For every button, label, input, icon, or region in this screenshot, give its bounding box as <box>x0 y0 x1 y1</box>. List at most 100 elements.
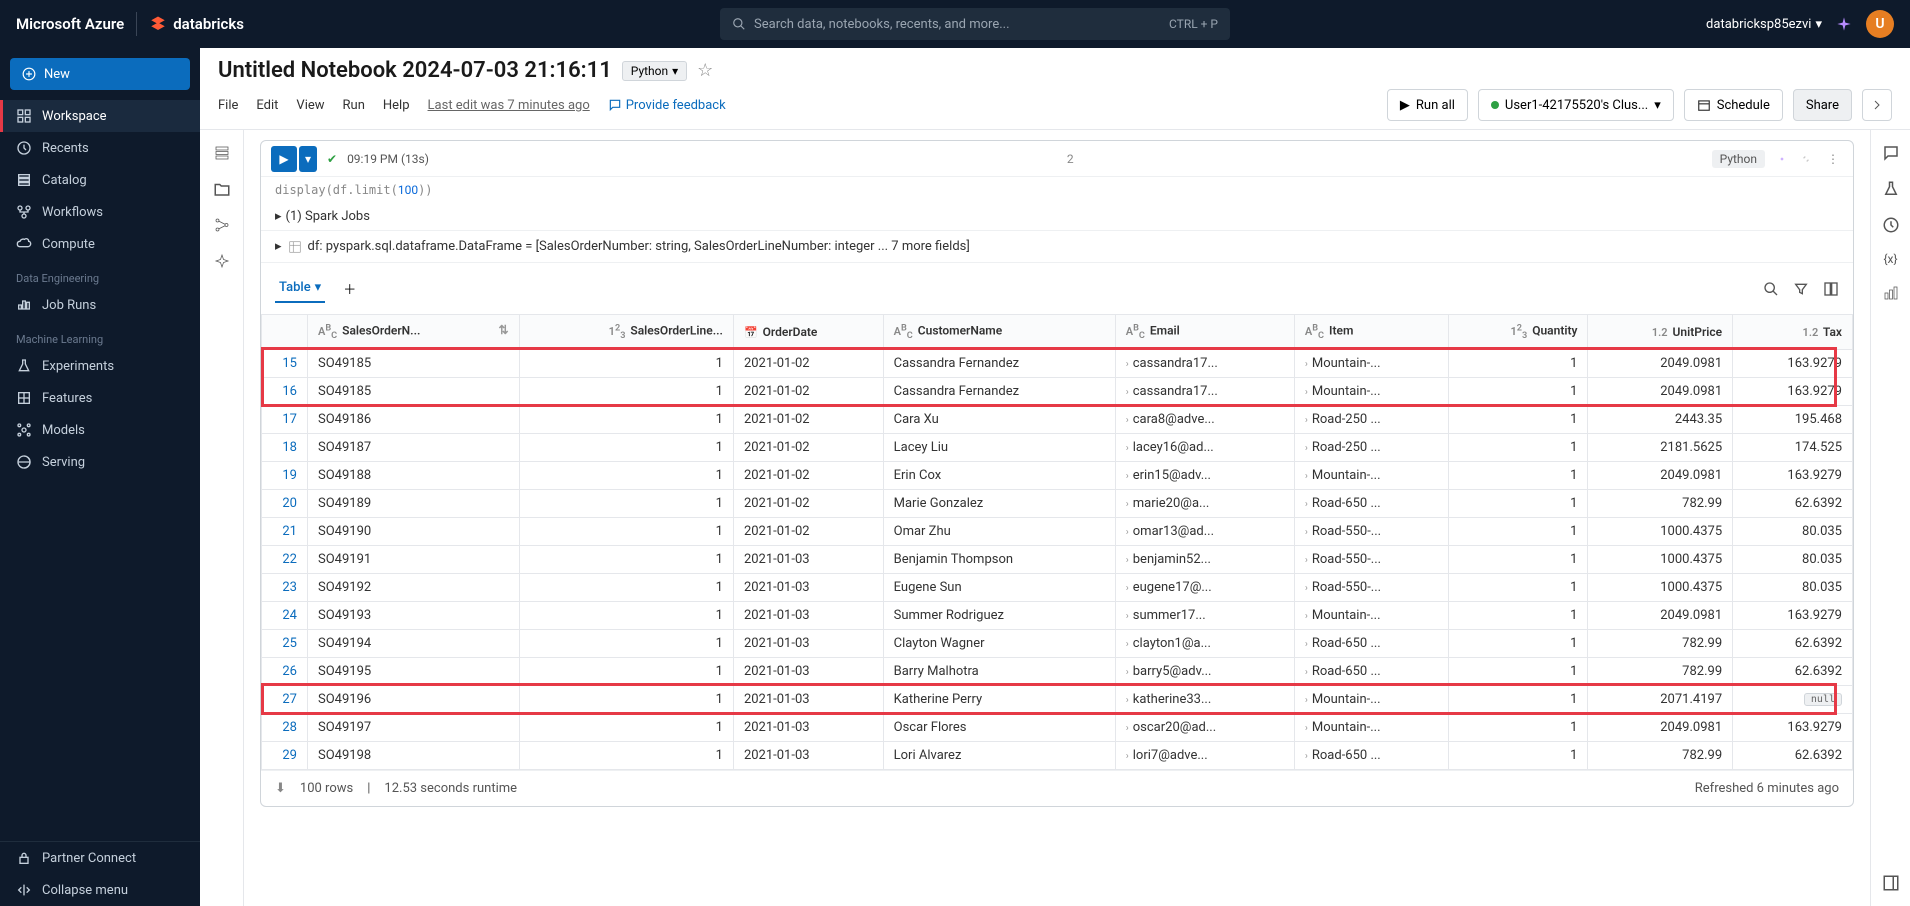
folder-icon[interactable] <box>213 180 231 198</box>
row-number: 18 <box>262 433 308 461</box>
column-header-qty[interactable]: 123 Quantity <box>1448 315 1588 350</box>
variable-icon[interactable]: {x} <box>1883 252 1897 266</box>
notebook-title[interactable]: Untitled Notebook 2024-07-03 21:16:11 <box>218 58 612 83</box>
sidebar-item-workspace[interactable]: Workspace <box>0 100 200 132</box>
panel-icon[interactable] <box>1882 874 1900 892</box>
menu-edit[interactable]: Edit <box>256 98 278 113</box>
new-button[interactable]: New <box>10 58 190 90</box>
cell-tax: 163.9279 <box>1733 601 1853 629</box>
column-header-email[interactable]: ABC Email <box>1115 315 1294 350</box>
table-row[interactable]: 29 SO49198 1 2021-01-03 Lori Alvarez ›lo… <box>262 741 1853 769</box>
serving-icon <box>16 454 32 470</box>
expand-button[interactable] <box>1862 89 1892 121</box>
column-header-date[interactable]: 📅 OrderDate <box>733 315 883 350</box>
spark-jobs-toggle[interactable]: ▸ (1) Spark Jobs <box>261 203 1853 230</box>
table-row[interactable]: 27 SO49196 1 2021-01-03 Katherine Perry … <box>262 685 1853 713</box>
cell-so: SO49186 <box>308 405 520 433</box>
columns-icon[interactable] <box>1823 281 1839 297</box>
search-input[interactable]: Search data, notebooks, recents, and mor… <box>720 8 1230 40</box>
user-menu[interactable]: databricksp85ezvi ▾ <box>1706 17 1822 32</box>
cluster-selector[interactable]: User1-42175520's Clus... ▾ <box>1478 89 1674 121</box>
column-header-cust[interactable]: ABC CustomerName <box>883 315 1115 350</box>
table-row[interactable]: 26 SO49195 1 2021-01-03 Barry Malhotra ›… <box>262 657 1853 685</box>
outline-icon[interactable] <box>213 144 231 162</box>
sidebar-item-experiments[interactable]: Experiments <box>0 350 200 382</box>
table-row[interactable]: 16 SO49185 1 2021-01-02 Cassandra Fernan… <box>262 377 1853 405</box>
sidebar-item-features[interactable]: Features <box>0 382 200 414</box>
column-header-row[interactable] <box>262 315 308 350</box>
search-icon[interactable] <box>1763 281 1779 297</box>
sidebar-item-recents[interactable]: Recents <box>0 132 200 164</box>
sparkle-icon[interactable] <box>1775 152 1789 166</box>
column-header-tax[interactable]: 1.2 Tax <box>1733 315 1853 350</box>
chart-icon[interactable] <box>1882 284 1900 302</box>
kebab-menu-icon[interactable]: ⋮ <box>1823 152 1843 166</box>
avatar[interactable]: U <box>1866 10 1894 38</box>
sparkle-icon[interactable] <box>213 252 231 270</box>
cell-price: 1000.4375 <box>1588 545 1733 573</box>
column-header-price[interactable]: 1.2 UnitPrice <box>1588 315 1733 350</box>
table-row[interactable]: 22 SO49191 1 2021-01-03 Benjamin Thompso… <box>262 545 1853 573</box>
cell-qty: 1 <box>1448 489 1588 517</box>
cell-email: ›cara8@adve... <box>1115 405 1294 433</box>
column-header-line[interactable]: 123 SalesOrderLine... <box>519 315 733 350</box>
table-row[interactable]: 28 SO49197 1 2021-01-03 Oscar Flores ›os… <box>262 713 1853 741</box>
table-row[interactable]: 25 SO49194 1 2021-01-03 Clayton Wagner ›… <box>262 629 1853 657</box>
comment-icon[interactable] <box>1882 144 1900 162</box>
table-row[interactable]: 20 SO49189 1 2021-01-02 Marie Gonzalez ›… <box>262 489 1853 517</box>
menu-file[interactable]: File <box>218 98 238 113</box>
cell-tax: null <box>1733 685 1853 713</box>
filter-icon[interactable] <box>1793 281 1809 297</box>
last-edit[interactable]: Last edit was 7 minutes ago <box>428 98 590 113</box>
table-row[interactable]: 23 SO49192 1 2021-01-03 Eugene Sun ›euge… <box>262 573 1853 601</box>
sidebar-item-compute[interactable]: Compute <box>0 228 200 260</box>
column-header-so[interactable]: ABC SalesOrderN... ⇅ <box>308 315 520 350</box>
menu-view[interactable]: View <box>296 98 324 113</box>
sidebar-item-partner-connect[interactable]: Partner Connect <box>0 842 200 874</box>
menu-run[interactable]: Run <box>343 98 365 113</box>
run-all-button[interactable]: ▶ Run all <box>1387 89 1468 121</box>
download-icon[interactable]: ⬇ <box>275 781 286 796</box>
cell-date: 2021-01-02 <box>733 489 883 517</box>
share-button[interactable]: Share <box>1793 89 1852 121</box>
cell-language[interactable]: Python <box>1712 150 1765 168</box>
cell-price: 2443.35 <box>1588 405 1733 433</box>
star-icon[interactable]: ☆ <box>697 60 713 81</box>
sidebar-item-collapse-menu[interactable]: Collapse menu <box>0 874 200 906</box>
sidebar-item-catalog[interactable]: Catalog <box>0 164 200 196</box>
nav-label: Compute <box>42 237 95 252</box>
share-tree-icon[interactable] <box>213 216 231 234</box>
dataframe-info[interactable]: ▸ df: pyspark.sql.dataframe.DataFrame = … <box>261 230 1853 262</box>
fullscreen-icon[interactable] <box>1799 152 1813 166</box>
row-number: 28 <box>262 713 308 741</box>
table-row[interactable]: 21 SO49190 1 2021-01-02 Omar Zhu ›omar13… <box>262 517 1853 545</box>
language-selector[interactable]: Python ▾ <box>622 61 687 81</box>
add-tab-button[interactable]: ＋ <box>339 273 360 304</box>
sidebar-item-job-runs[interactable]: Job Runs <box>0 289 200 321</box>
table-row[interactable]: 15 SO49185 1 2021-01-02 Cassandra Fernan… <box>262 349 1853 377</box>
schedule-button[interactable]: Schedule <box>1684 89 1783 121</box>
lock-icon <box>16 850 32 866</box>
run-more-button[interactable]: ▾ <box>299 146 317 172</box>
tab-table[interactable]: Table ▾ <box>275 274 325 303</box>
sidebar-item-workflows[interactable]: Workflows <box>0 196 200 228</box>
history-icon[interactable] <box>1882 216 1900 234</box>
table-row[interactable]: 18 SO49187 1 2021-01-02 Lacey Liu ›lacey… <box>262 433 1853 461</box>
cell-line: 1 <box>519 489 733 517</box>
flask-icon[interactable] <box>1882 180 1900 198</box>
table-row[interactable]: 19 SO49188 1 2021-01-02 Erin Cox ›erin15… <box>262 461 1853 489</box>
cell-customer: Lacey Liu <box>883 433 1115 461</box>
sidebar-item-serving[interactable]: Serving <box>0 446 200 478</box>
run-cell-button[interactable]: ▶ <box>271 146 297 172</box>
menu-help[interactable]: Help <box>383 98 410 113</box>
databricks-logo[interactable]: databricks <box>149 15 244 33</box>
row-number: 21 <box>262 517 308 545</box>
sidebar-item-models[interactable]: Models <box>0 414 200 446</box>
cell-line: 1 <box>519 377 733 405</box>
feedback-link[interactable]: Provide feedback <box>608 98 726 113</box>
row-number: 20 <box>262 489 308 517</box>
column-header-item[interactable]: ABC Item <box>1294 315 1448 350</box>
table-row[interactable]: 24 SO49193 1 2021-01-03 Summer Rodriguez… <box>262 601 1853 629</box>
sparkle-icon[interactable] <box>1836 16 1852 32</box>
table-row[interactable]: 17 SO49186 1 2021-01-02 Cara Xu ›cara8@a… <box>262 405 1853 433</box>
